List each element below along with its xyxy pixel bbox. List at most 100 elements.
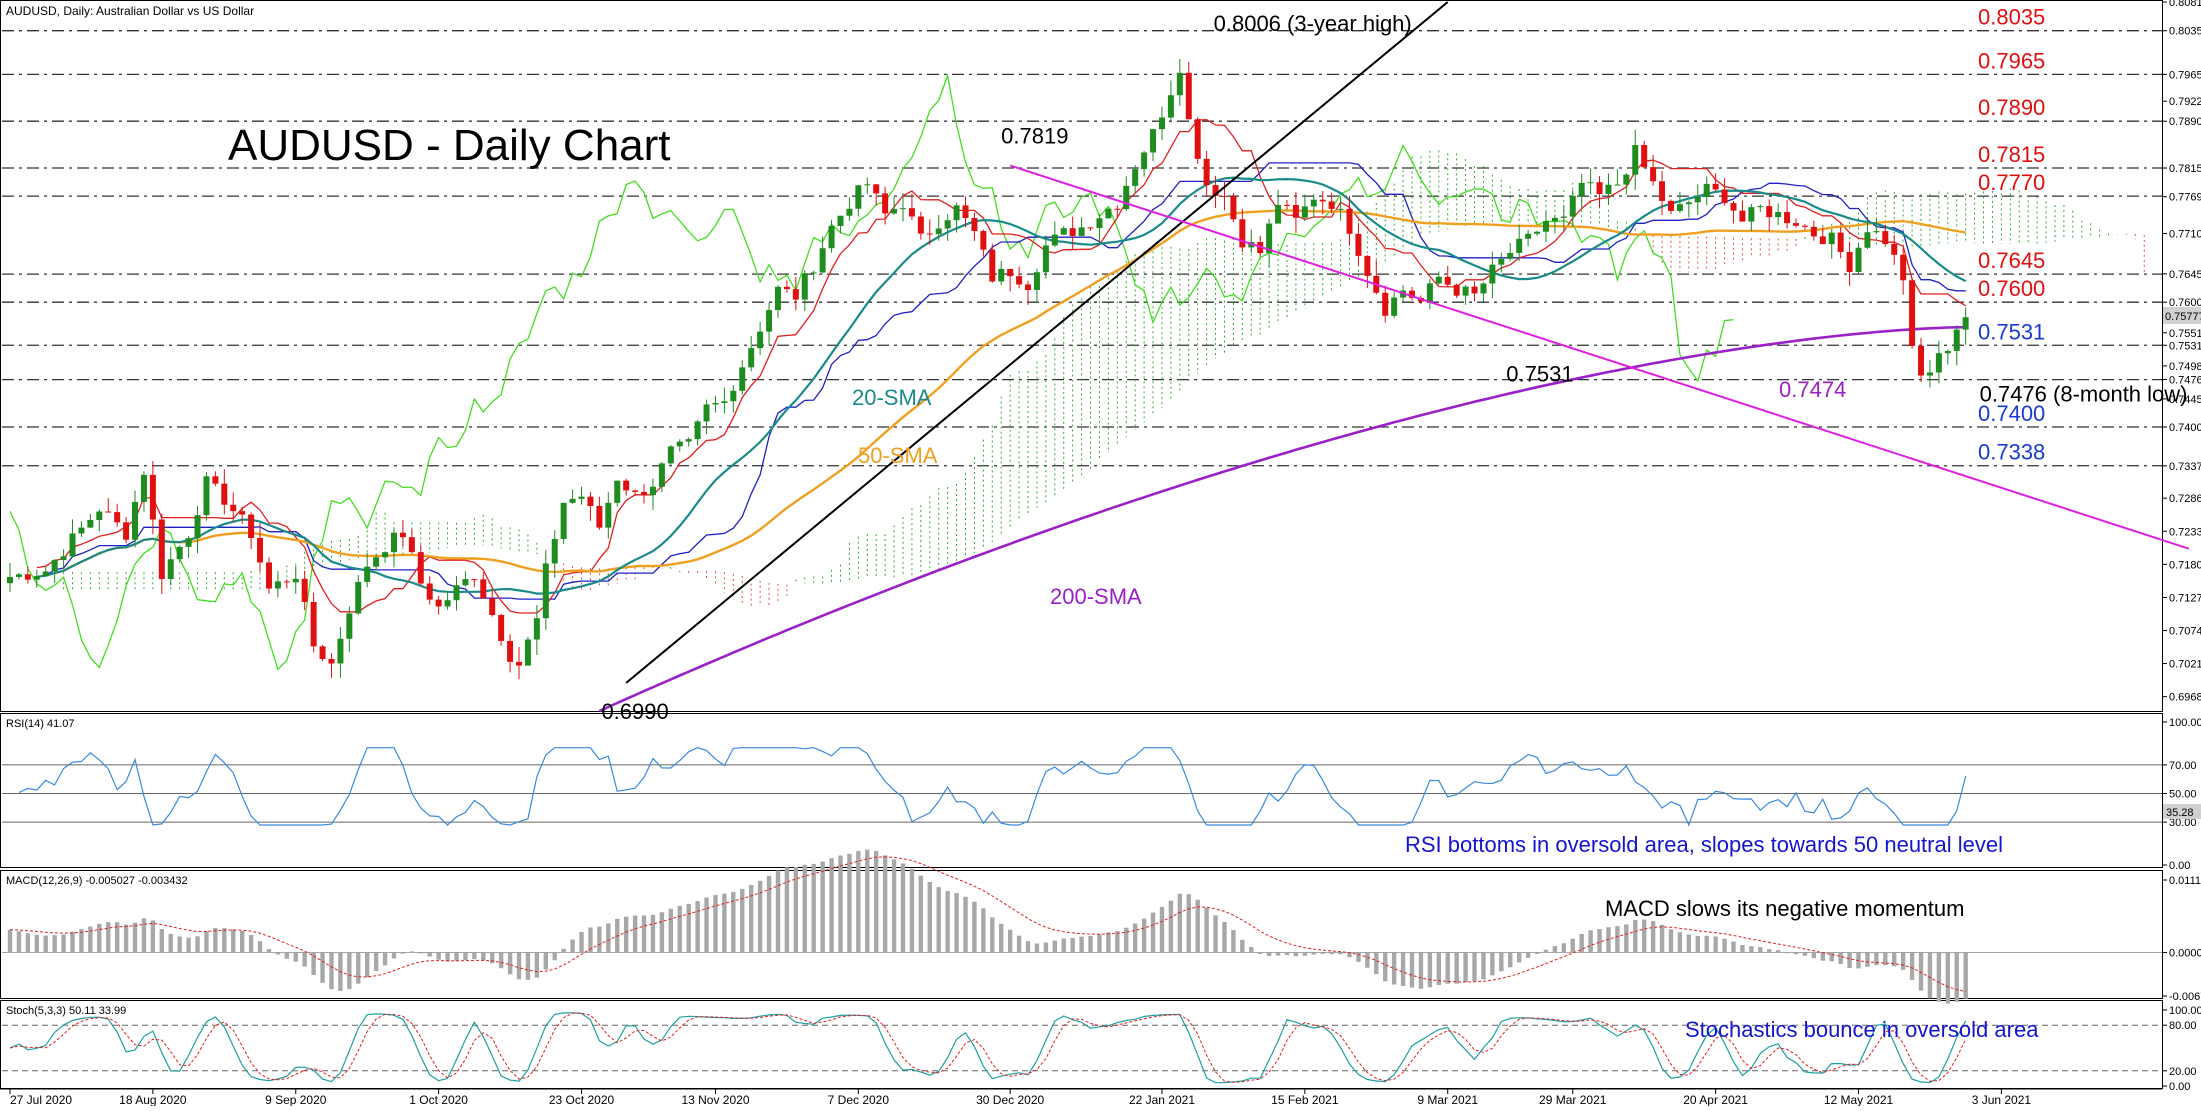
rsi-tick-label: 0.00 xyxy=(2169,860,2190,872)
macd-histogram-bar xyxy=(1150,912,1156,953)
macd-histogram-bar xyxy=(1061,938,1066,953)
macd-histogram-bar xyxy=(195,936,200,953)
macd-histogram-bar xyxy=(668,908,674,953)
candle-body xyxy=(1042,245,1049,273)
candle-body xyxy=(1891,243,1898,255)
price-tick-label: 0.76454 xyxy=(2169,269,2201,281)
candle-body xyxy=(1150,129,1157,153)
macd-histogram-bar xyxy=(1767,949,1772,953)
candle-body xyxy=(882,193,889,214)
candle-body xyxy=(1667,200,1674,211)
candle-body xyxy=(1266,223,1273,254)
macd-histogram-bar xyxy=(1088,935,1093,953)
macd-histogram-bar xyxy=(1677,932,1683,953)
macd-histogram-bar xyxy=(1954,952,1959,1002)
rsi-tick-label: 50.00 xyxy=(2169,789,2197,801)
macd-histogram-bar xyxy=(1266,952,1272,957)
candle-body xyxy=(944,220,951,229)
candle-body xyxy=(1828,232,1835,245)
candle-body xyxy=(1462,286,1469,296)
macd-histogram-bar xyxy=(847,853,852,953)
candle-body xyxy=(1748,207,1755,222)
macd-histogram-bar xyxy=(373,952,379,972)
macd-histogram-bar xyxy=(356,952,361,984)
macd-histogram-bar xyxy=(490,952,495,964)
candle-body xyxy=(605,502,612,528)
macd-histogram-bar xyxy=(1499,952,1504,972)
macd-histogram-bar xyxy=(588,927,593,953)
candle-body xyxy=(310,602,317,647)
macd-histogram-bar xyxy=(132,922,138,953)
candle-body xyxy=(1784,212,1791,224)
candle-body xyxy=(748,348,755,368)
macd-histogram-bar xyxy=(1391,952,1397,985)
candle-body xyxy=(1212,185,1219,196)
candle-body xyxy=(1060,228,1067,235)
macd-histogram-bar xyxy=(1070,937,1075,953)
macd-histogram-bar xyxy=(284,952,290,959)
macd-histogram-bar xyxy=(1874,952,1879,966)
candle-body xyxy=(1105,208,1112,219)
candle-body xyxy=(274,581,281,589)
macd-histogram-bar xyxy=(1722,938,1727,953)
macd-histogram-bar xyxy=(1668,929,1674,953)
macd-histogram-bar xyxy=(900,863,906,953)
level-label: 0.7338 xyxy=(1978,440,2045,465)
level-label: 0.7600 xyxy=(1978,276,2045,301)
macd-histogram-bar xyxy=(856,850,861,953)
date-tick-label: 18 Aug 2020 xyxy=(119,1093,187,1106)
candle-body xyxy=(1525,233,1532,239)
candle-body xyxy=(569,498,576,503)
macd-note: MACD slows its negative momentum xyxy=(1605,896,1964,921)
macd-histogram-bar xyxy=(248,935,254,953)
macd-histogram-bar xyxy=(1650,921,1656,953)
macd-histogram-bar xyxy=(1918,952,1924,991)
candle-body xyxy=(15,574,22,577)
macd-histogram-bar xyxy=(1463,952,1468,983)
candle-body xyxy=(382,552,389,558)
candle-body xyxy=(489,598,496,616)
macd-histogram-bar xyxy=(1927,952,1933,999)
rsi-tick-label: 30.00 xyxy=(2169,817,2197,829)
candle-body xyxy=(1409,290,1416,298)
macd-histogram-bar xyxy=(632,915,638,953)
macd-histogram-bar xyxy=(1865,952,1870,967)
macd-histogram-bar xyxy=(365,952,370,978)
macd-histogram-bar xyxy=(1597,928,1602,953)
candle-body xyxy=(96,511,103,520)
macd-histogram-bar xyxy=(891,859,897,953)
candle-body xyxy=(1650,167,1657,182)
macd-histogram-bar xyxy=(445,952,450,962)
macd-histogram-bar xyxy=(186,937,191,953)
macd-histogram-bar xyxy=(52,935,57,953)
candle-body xyxy=(1855,247,1862,273)
macd-histogram-bar xyxy=(481,952,486,961)
candle-body xyxy=(712,402,719,405)
candle-body xyxy=(248,514,255,538)
macd-histogram-bar xyxy=(1168,900,1174,953)
macd-histogram-bar xyxy=(70,931,75,953)
candle-body xyxy=(971,217,978,232)
macd-histogram-bar xyxy=(1115,931,1120,953)
sma20-line xyxy=(36,176,1967,595)
candle-body xyxy=(435,599,442,607)
indicator-lines xyxy=(9,73,1967,713)
candle-body xyxy=(1623,174,1630,185)
candle-body xyxy=(1391,297,1398,316)
macd-histogram-bar xyxy=(1356,952,1361,962)
macd-histogram-bar xyxy=(16,931,22,953)
macd-histogram-bar xyxy=(713,895,718,953)
candle-body xyxy=(1069,228,1076,236)
macd-histogram-bar xyxy=(1713,936,1718,953)
macd-histogram-bar xyxy=(1909,952,1915,980)
level-label: 0.7770 xyxy=(1978,170,2045,195)
candle-body xyxy=(51,560,58,572)
macd-histogram-bar xyxy=(239,930,245,953)
candle-body xyxy=(1301,206,1308,218)
